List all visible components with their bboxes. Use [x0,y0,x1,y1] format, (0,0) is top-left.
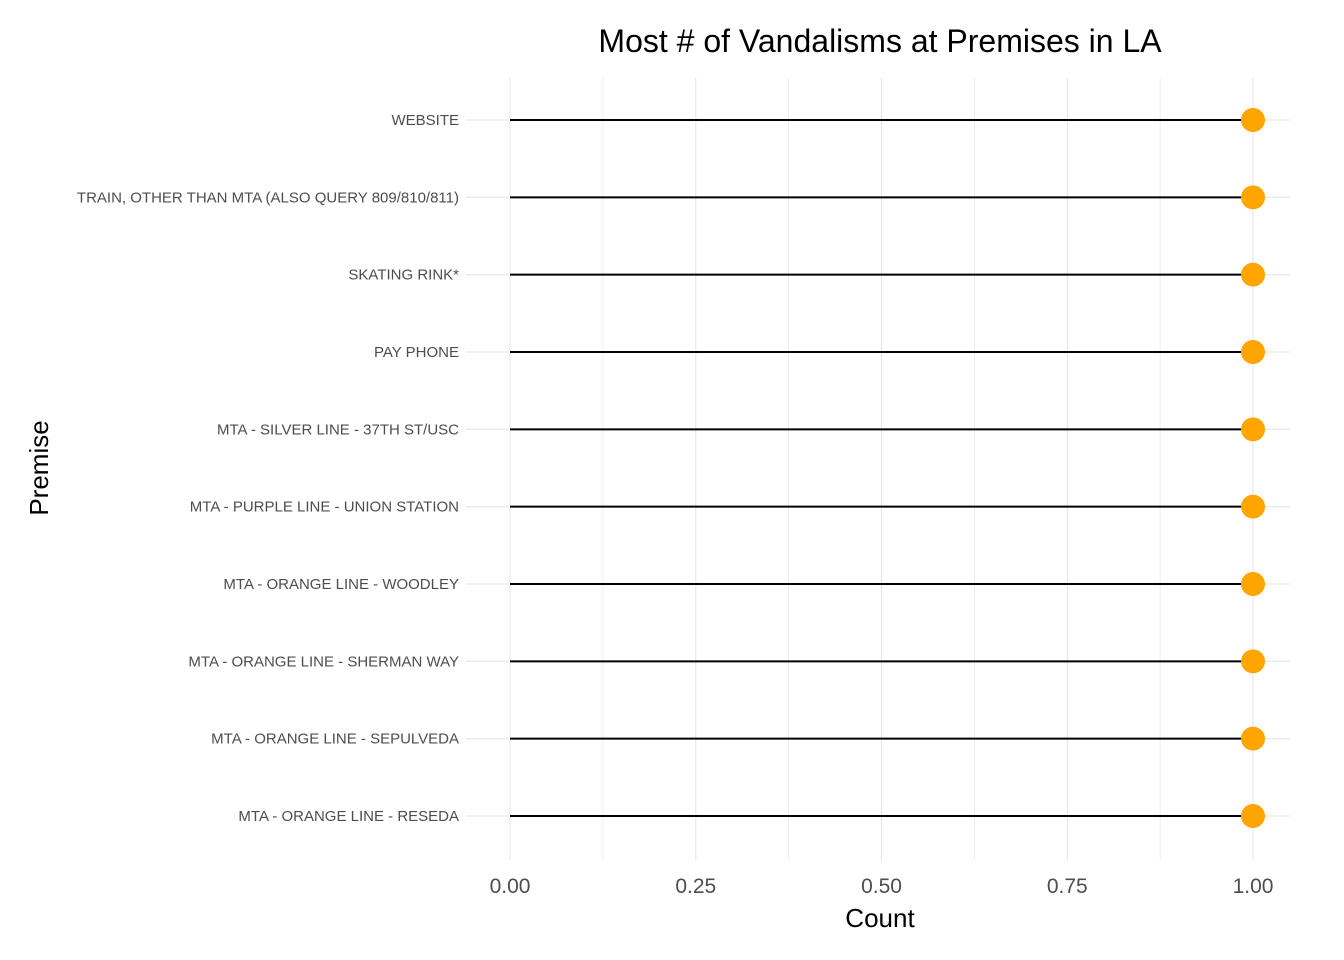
x-axis-title: Count [845,903,915,933]
category-label: MTA - ORANGE LINE - RESEDA [238,808,459,825]
lollipop-point [1241,108,1265,132]
category-label: SKATING RINK* [348,267,459,284]
stem-layer [510,119,1253,817]
lollipop-point [1241,804,1265,828]
lollipop-point [1241,726,1265,751]
lollipop-point [1241,417,1265,442]
x-tick-label: 0.75 [1047,875,1088,898]
lollipop-point [1241,185,1265,210]
x-tick-label: 1.00 [1233,875,1274,898]
category-label: MTA - ORANGE LINE - WOODLEY [223,576,459,593]
point-layer [1241,108,1265,828]
chart-title: Most # of Vandalisms at Premises in LA [598,23,1162,59]
category-label: PAY PHONE [374,344,459,361]
lollipop-point [1241,572,1265,596]
lollipop-point [1241,494,1265,519]
grid-layer [466,78,1290,860]
lollipop-point [1241,262,1265,287]
x-tick-labels: 0.00 0.25 0.50 0.75 1.00 [490,875,1274,898]
category-label: MTA - SILVER LINE - 37TH ST/USC [217,421,459,438]
category-label: TRAIN, OTHER THAN MTA (ALSO QUERY 809/81… [77,189,459,206]
lollipop-point [1241,340,1265,364]
category-labels: WEBSITE TRAIN, OTHER THAN MTA (ALSO QUERY… [77,112,459,825]
lollipop-point [1241,649,1265,674]
category-label: MTA - ORANGE LINE - SHERMAN WAY [188,653,459,670]
y-axis-title: Premise [24,420,54,515]
x-tick-label: 0.50 [861,875,902,898]
category-label: MTA - PURPLE LINE - UNION STATION [190,499,459,516]
x-tick-label: 0.25 [675,875,716,898]
category-label: WEBSITE [391,112,459,129]
x-tick-label: 0.00 [490,875,531,898]
category-label: MTA - ORANGE LINE - SEPULVEDA [211,731,459,748]
